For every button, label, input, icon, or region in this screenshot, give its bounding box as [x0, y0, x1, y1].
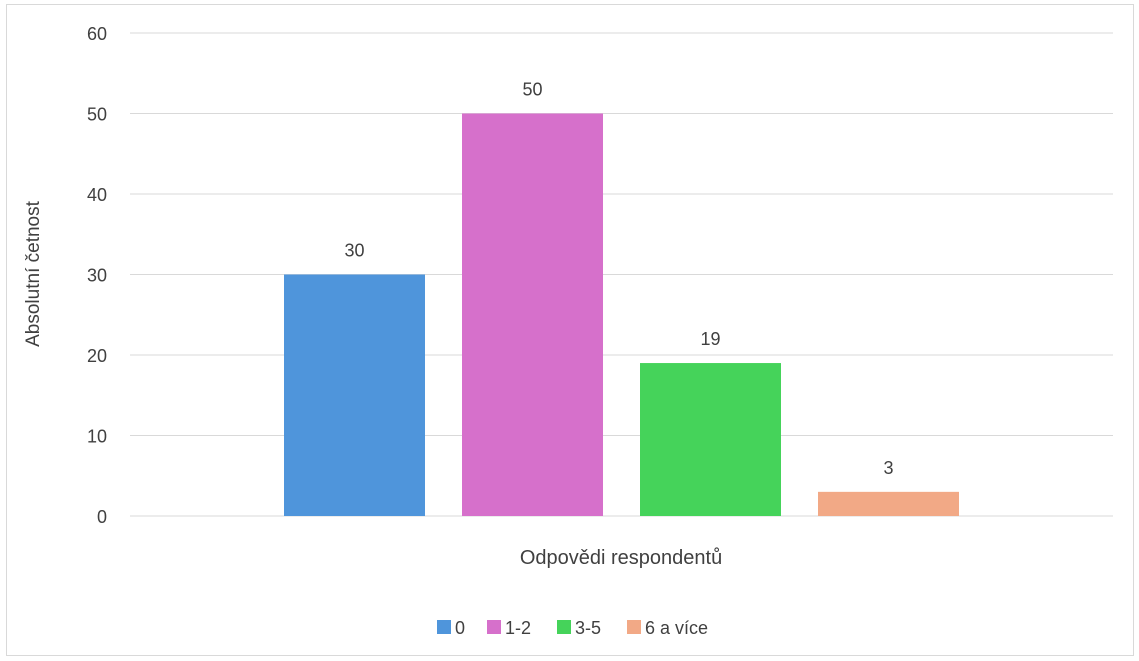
legend-label: 3-5 [575, 618, 601, 638]
data-label: 19 [700, 329, 720, 349]
legend-swatch [557, 620, 571, 634]
bars [284, 113, 959, 516]
y-tick-label: 40 [87, 185, 107, 205]
legend-swatch [627, 620, 641, 634]
y-tick-label: 50 [87, 105, 107, 125]
bar-6-a-více [818, 491, 959, 516]
y-axis-ticks: 0 10 20 30 40 50 60 [87, 24, 107, 527]
legend-label: 1-2 [505, 618, 531, 638]
bar-3-5 [640, 363, 781, 516]
legend-swatch [437, 620, 451, 634]
legend-swatch [487, 620, 501, 634]
legend-label: 6 a více [645, 618, 708, 638]
legend-label: 0 [455, 618, 465, 638]
y-tick-label: 20 [87, 346, 107, 366]
gridlines [130, 32, 1113, 517]
bar-1-2 [462, 113, 603, 516]
data-label: 50 [522, 80, 542, 100]
bar-0 [284, 274, 425, 516]
data-label: 30 [344, 241, 364, 261]
data-labels: 30 50 19 3 [344, 80, 893, 478]
y-tick-label: 30 [87, 266, 107, 286]
x-axis-label: Odpovědi respondentů [520, 547, 722, 569]
data-label: 3 [883, 458, 893, 478]
y-axis-label: Absolutní četnost [23, 200, 44, 346]
y-tick-label: 0 [97, 507, 107, 527]
legend: 0 1-2 3-5 6 a více [437, 618, 708, 638]
y-tick-label: 10 [87, 427, 107, 447]
y-tick-label: 60 [87, 24, 107, 44]
